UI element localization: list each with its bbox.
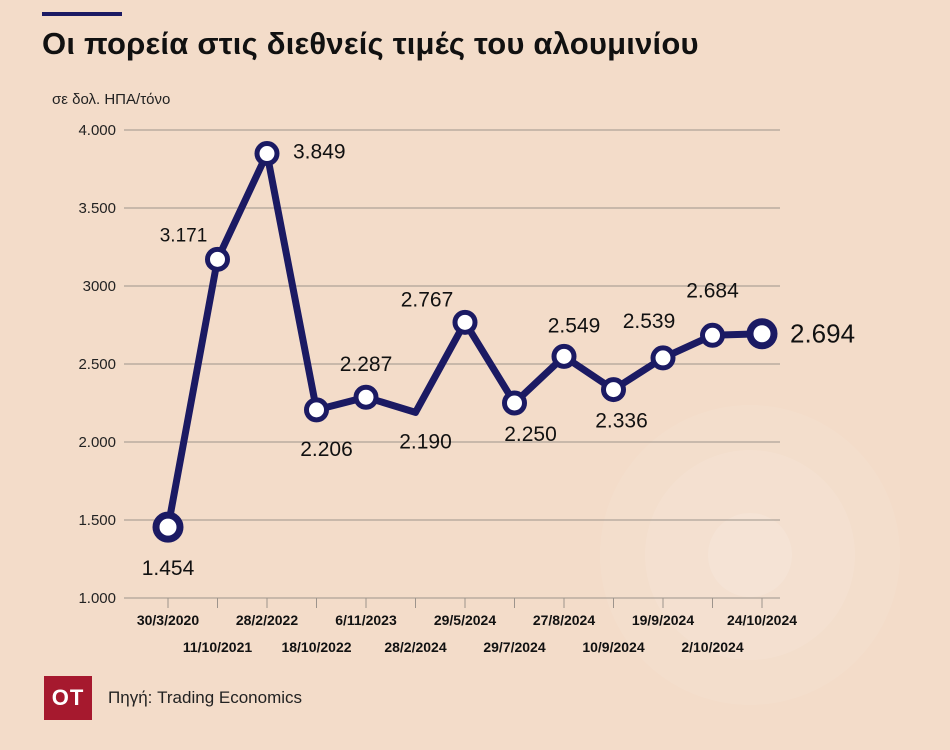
source-note: Πηγή: Trading Economics <box>108 688 303 707</box>
data-point <box>452 309 478 335</box>
data-point <box>700 322 725 348</box>
data-point <box>353 384 379 410</box>
x-tick-label: 30/3/2020 <box>137 612 199 628</box>
chart-title: Οι πορεία στις διεθνείς τιμές του αλουμι… <box>42 26 699 61</box>
x-tick-label: 10/9/2024 <box>582 639 644 655</box>
y-tick-label: 4.000 <box>78 122 116 139</box>
data-point <box>746 318 778 350</box>
x-tick-label: 19/9/2024 <box>632 612 694 628</box>
data-point <box>601 377 626 403</box>
y-tick-label: 3000 <box>83 278 116 295</box>
data-label: 3.849 <box>293 141 346 164</box>
x-tick-label: 2/10/2024 <box>681 639 743 655</box>
data-label: 2.539 <box>623 310 676 333</box>
data-label: 2.287 <box>340 353 393 376</box>
data-label: 2.190 <box>399 430 452 453</box>
x-tick-label: 29/7/2024 <box>483 639 545 655</box>
data-label: 2.250 <box>504 423 557 446</box>
x-tick-label: 28/2/2024 <box>384 639 446 655</box>
data-point <box>502 390 527 416</box>
top-accent-rule <box>42 12 122 16</box>
data-label: 2.206 <box>300 438 353 461</box>
y-tick-label: 2.500 <box>78 356 116 373</box>
y-tick-label: 2.000 <box>78 434 116 451</box>
data-label: 1.454 <box>142 557 195 580</box>
x-tick-label: 18/10/2022 <box>281 639 351 655</box>
data-label: 2.767 <box>401 288 454 311</box>
x-tick-label: 11/10/2021 <box>183 639 253 655</box>
unit-label: σε δολ. ΗΠΑ/τόνο <box>52 91 171 108</box>
y-tick-label: 1.000 <box>78 590 116 607</box>
data-point <box>650 345 676 371</box>
data-label: 2.336 <box>595 410 648 433</box>
data-point <box>551 343 577 369</box>
x-tick-label: 27/8/2024 <box>533 612 595 628</box>
data-label: 2.549 <box>548 314 601 337</box>
y-tick-label: 3.500 <box>78 200 116 217</box>
x-tick-label: 29/5/2024 <box>434 612 496 628</box>
x-tick-label: 28/2/2022 <box>236 612 298 628</box>
data-point <box>304 397 329 423</box>
data-label: 2.684 <box>686 279 739 302</box>
decorative-circles <box>600 405 900 705</box>
data-point <box>254 141 280 167</box>
data-point <box>152 511 184 543</box>
y-tick-label: 1.500 <box>78 512 116 529</box>
x-tick-label: 24/10/2024 <box>727 612 797 628</box>
ot-logo: ΟΤ <box>44 676 92 720</box>
x-tick-label: 6/11/2023 <box>335 612 397 628</box>
data-label: 2.694 <box>790 319 855 349</box>
data-point <box>205 246 230 272</box>
data-label: 3.171 <box>160 225 208 246</box>
